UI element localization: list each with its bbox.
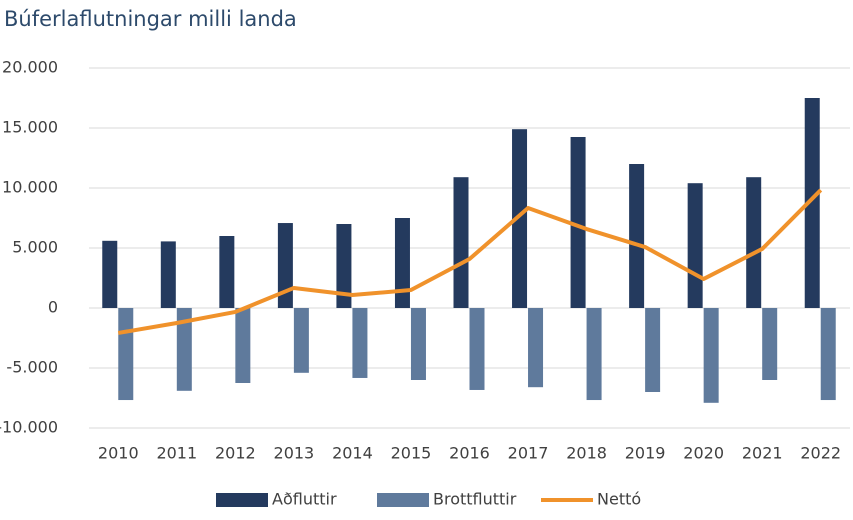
bar <box>645 308 661 392</box>
legend-label: Brottfluttir <box>433 490 517 509</box>
y-tick-label: 0 <box>48 298 58 317</box>
legend-label: Nettó <box>597 490 641 509</box>
bar <box>469 308 485 390</box>
y-tick-label: 15.000 <box>2 118 58 137</box>
bar <box>820 308 836 401</box>
chart-title: Búferlaflutningar milli landa <box>4 7 297 31</box>
bar <box>410 308 426 380</box>
bar <box>528 308 544 388</box>
x-tick-label: 2010 <box>98 444 139 463</box>
bar <box>102 240 118 308</box>
bar <box>687 183 703 308</box>
x-tick-label: 2022 <box>800 444 841 463</box>
bar <box>746 177 762 308</box>
y-tick-label: 20.000 <box>2 58 58 77</box>
x-tick-label: 2012 <box>215 444 256 463</box>
y-tick-label: 10.000 <box>2 178 58 197</box>
x-tick-label: 2021 <box>742 444 783 463</box>
x-tick-label: 2016 <box>449 444 490 463</box>
y-tick-label: -10.000 <box>0 418 58 437</box>
bar <box>293 308 309 373</box>
y-tick-label: 5.000 <box>12 238 58 257</box>
bar <box>762 308 778 380</box>
x-tick-label: 2017 <box>508 444 549 463</box>
bar <box>512 129 528 308</box>
x-tick-label: 2020 <box>683 444 724 463</box>
bar <box>277 223 293 308</box>
legend-swatch <box>377 493 429 507</box>
x-tick-label: 2011 <box>156 444 197 463</box>
x-tick-label: 2013 <box>274 444 315 463</box>
bar <box>219 236 235 308</box>
bar <box>336 224 352 308</box>
legend-label: Aðfluttir <box>272 490 337 509</box>
bar <box>394 218 410 308</box>
x-tick-label: 2015 <box>391 444 432 463</box>
bar <box>118 308 134 401</box>
x-tick-label: 2019 <box>625 444 666 463</box>
line <box>117 188 823 335</box>
bar <box>586 308 602 401</box>
bar <box>352 308 368 378</box>
x-tick-label: 2018 <box>566 444 607 463</box>
bar <box>453 177 469 308</box>
bar <box>629 164 645 308</box>
bar <box>703 308 719 403</box>
bar <box>176 308 192 391</box>
x-tick-label: 2014 <box>332 444 373 463</box>
legend-swatch <box>216 493 268 507</box>
bar <box>160 241 176 308</box>
y-tick-label: -5.000 <box>6 358 58 377</box>
bar <box>804 98 820 308</box>
bar <box>235 308 251 383</box>
bar <box>570 137 586 308</box>
